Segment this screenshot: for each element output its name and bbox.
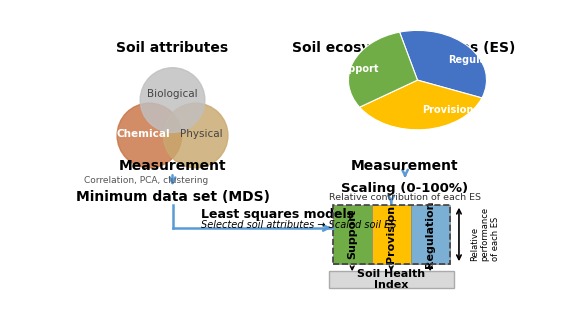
- Ellipse shape: [140, 68, 205, 132]
- Text: Relative
performance
of each ES: Relative performance of each ES: [470, 207, 499, 262]
- Text: Least squares models: Least squares models: [201, 208, 354, 220]
- Wedge shape: [348, 32, 417, 107]
- Text: Regulation: Regulation: [448, 55, 508, 65]
- Text: Measurement: Measurement: [351, 159, 459, 173]
- Text: Correlation, PCA, clustering: Correlation, PCA, clustering: [84, 176, 208, 185]
- Text: Chemical: Chemical: [116, 129, 170, 139]
- Bar: [333, 205, 371, 264]
- Text: Biological: Biological: [147, 89, 198, 99]
- Text: Minimum data set (MDS): Minimum data set (MDS): [76, 190, 270, 204]
- Text: Relative contribution of each ES: Relative contribution of each ES: [329, 193, 481, 202]
- Text: Soil attributes: Soil attributes: [116, 42, 228, 56]
- FancyBboxPatch shape: [329, 271, 454, 288]
- Text: Support: Support: [335, 64, 379, 75]
- Text: Selected soil attributes → Scaled soil ES: Selected soil attributes → Scaled soil E…: [201, 220, 396, 230]
- Text: Provision: Provision: [422, 105, 473, 115]
- Ellipse shape: [163, 103, 228, 168]
- Wedge shape: [400, 30, 487, 98]
- Bar: [333, 205, 450, 264]
- Wedge shape: [360, 80, 482, 130]
- Text: Support: Support: [347, 209, 357, 259]
- Text: Scaling (0-100%): Scaling (0-100%): [341, 182, 469, 195]
- Text: Physical: Physical: [181, 129, 223, 139]
- Text: Soil ecosystem services (ES): Soil ecosystem services (ES): [292, 42, 515, 56]
- Text: Soil Health
Index: Soil Health Index: [357, 269, 425, 290]
- Ellipse shape: [117, 103, 182, 168]
- Text: Provision: Provision: [386, 205, 396, 264]
- Bar: [371, 205, 411, 264]
- Text: Measurement: Measurement: [119, 159, 226, 173]
- Text: Regulation: Regulation: [425, 201, 435, 268]
- Bar: [411, 205, 450, 264]
